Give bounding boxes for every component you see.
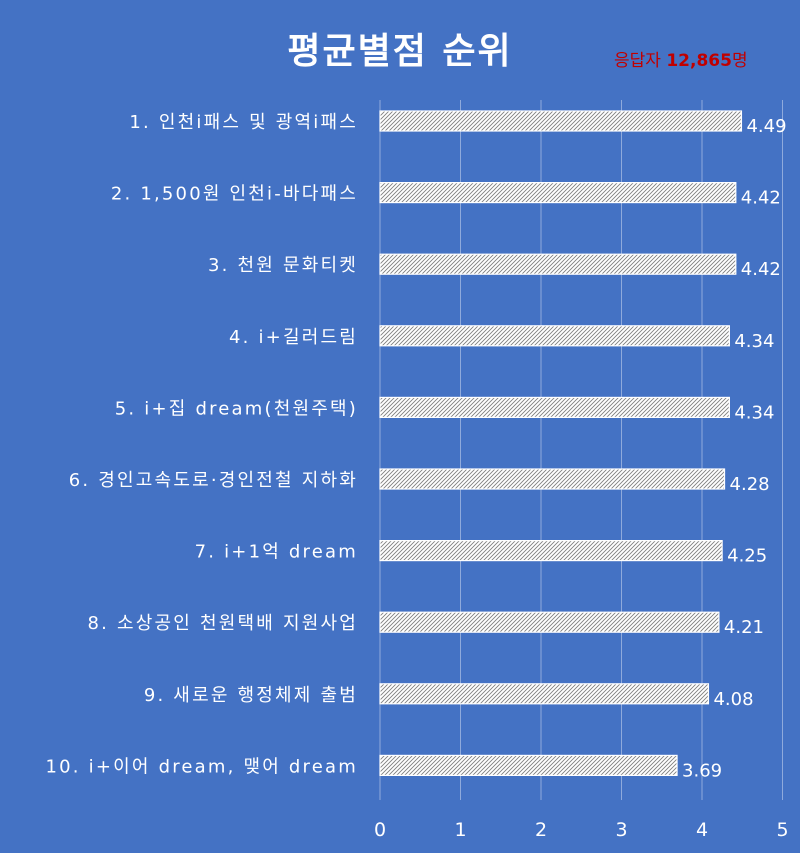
- category-label: 8. 소상공인 천원택배 지원사업: [88, 613, 358, 634]
- data-labels: 4.49 4.42 4.42 4.34 4.34 4.28 4.25 4.21 4.08 3.69: [682, 116, 786, 781]
- bar: [379, 182, 737, 204]
- data-label: 4.49: [746, 116, 786, 137]
- bar: [379, 683, 710, 705]
- data-label: 4.42: [741, 188, 781, 209]
- x-tick-label: 4: [696, 819, 708, 841]
- data-label: 4.42: [741, 259, 781, 280]
- x-tick-label: 1: [454, 819, 466, 841]
- category-label: 2. 1,500원 인천i-바다패스: [111, 184, 358, 205]
- bar: [379, 468, 726, 490]
- category-label: 3. 천원 문화티켓: [208, 255, 358, 276]
- data-label: 4.08: [713, 689, 753, 710]
- x-axis-ticks: 0 1 2 3 4 5: [374, 819, 789, 841]
- bar: [379, 754, 678, 777]
- bar: [379, 325, 730, 347]
- chart-title: 평균별점 순위: [287, 31, 513, 72]
- data-label: 4.21: [724, 617, 764, 638]
- data-label: 4.34: [734, 331, 774, 352]
- bar: [379, 539, 723, 562]
- category-label: 1. 인천i패스 및 광역i패스: [129, 112, 358, 133]
- bar: [379, 253, 737, 275]
- data-label: 4.34: [734, 402, 774, 423]
- bar: [379, 110, 743, 132]
- data-label: 4.28: [730, 474, 770, 495]
- x-tick-label: 0: [374, 819, 386, 841]
- x-tick-label: 5: [776, 819, 788, 841]
- category-label: 9. 새로운 행정체제 출범: [144, 685, 358, 706]
- respondent-number: 12,865: [666, 51, 732, 71]
- category-label: 10. i+이어 dream, 맺어 dream: [46, 756, 359, 777]
- x-tick-label: 3: [615, 819, 627, 841]
- category-label: 5. i+집 dream(천원주택): [115, 398, 358, 419]
- respondent-count: 응답자 12,865명: [614, 46, 748, 71]
- data-label: 3.69: [682, 760, 722, 781]
- bars: [379, 110, 743, 777]
- bar: [379, 611, 720, 633]
- category-label: 7. i+1억 dream: [195, 542, 358, 563]
- bar: [379, 396, 730, 418]
- category-label: 4. i+길러드림: [229, 327, 358, 348]
- respondent-label: 응답자: [614, 51, 667, 71]
- respondent-unit: 명: [731, 51, 748, 71]
- x-tick-label: 2: [535, 819, 547, 841]
- category-labels: 1. 인천i패스 및 광역i패스 2. 1,500원 인천i-바다패스 3. 천원 …: [46, 112, 359, 777]
- category-label: 6. 경인고속도로·경인전철 지하화: [69, 470, 358, 491]
- data-label: 4.25: [727, 546, 767, 567]
